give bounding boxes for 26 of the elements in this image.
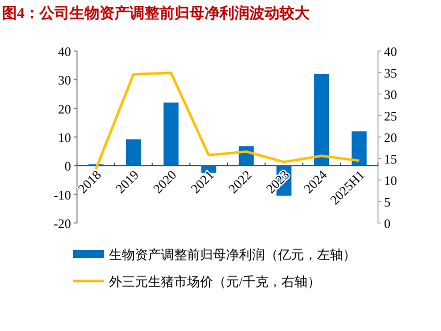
y-tick-label: 20: [58, 101, 71, 116]
legend-label: 生物资产调整前归母净利润（亿元，左轴）: [109, 247, 356, 262]
y2-tick-label: 25: [384, 108, 397, 124]
y2-tick-label: 40: [384, 44, 397, 59]
y2-tick-label: 10: [384, 173, 397, 188]
y2-tick-label: 5: [384, 194, 390, 210]
y2-tick-label: 20: [384, 130, 397, 145]
bar: [164, 102, 179, 166]
y-tick-label: -20: [54, 216, 71, 231]
y-tick-label: 40: [58, 44, 71, 59]
line-series: [94, 72, 360, 170]
y-tick-label: 30: [58, 72, 71, 88]
bar: [352, 131, 367, 166]
y2-tick-label: 0: [384, 216, 390, 231]
x-tick-label: 2021: [188, 167, 217, 196]
y2-tick-label: 30: [384, 87, 397, 102]
y2-tick-label: 35: [384, 66, 397, 80]
bar: [314, 74, 330, 166]
y2-tick-label: 15: [384, 152, 397, 166]
bar: [126, 139, 141, 166]
y-tick-label: 0: [64, 158, 71, 174]
y-tick-label: -10: [54, 187, 71, 202]
chart-title: 图4：公司生物资产调整前归母净利润波动较大: [2, 4, 310, 22]
bar: [201, 166, 216, 173]
legend-label: 外三元生猪市场价（元/千克，右轴）: [109, 274, 321, 289]
y-tick-label: 10: [58, 130, 71, 145]
